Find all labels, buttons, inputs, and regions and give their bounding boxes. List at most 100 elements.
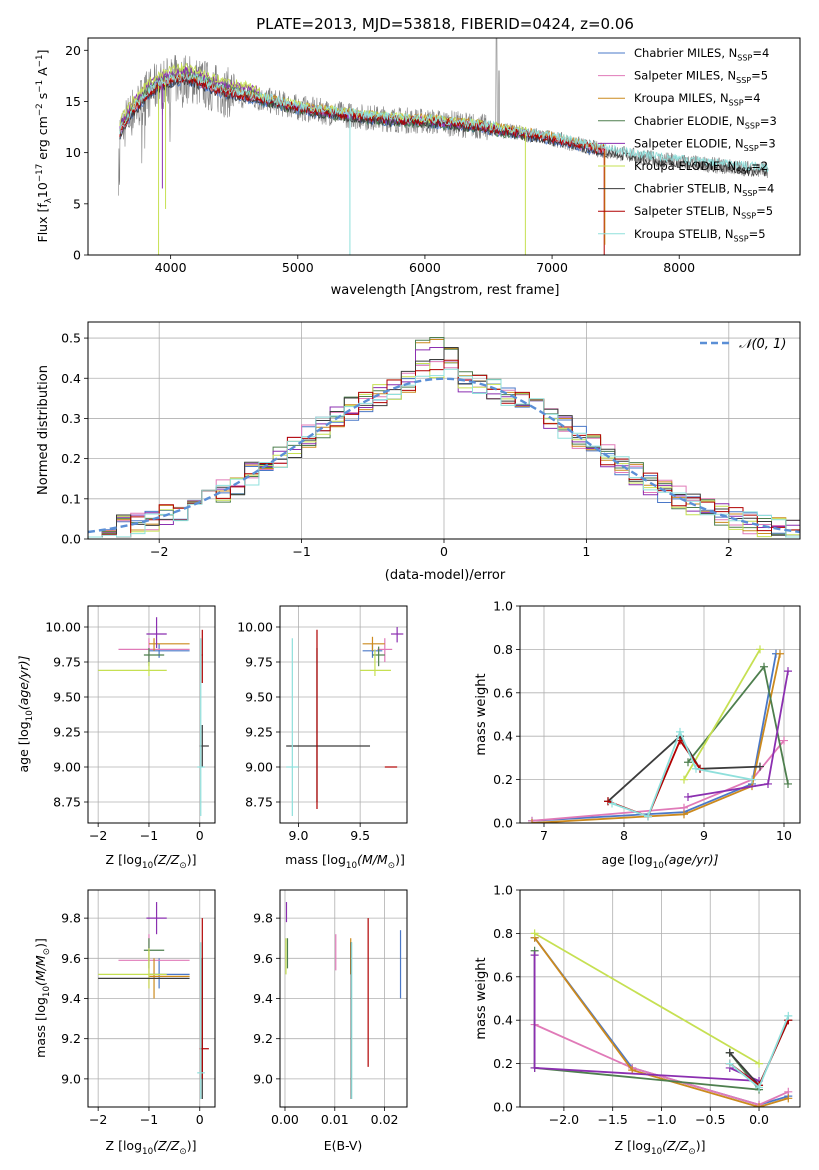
label-part: SSP: [744, 144, 759, 153]
legend-label-chabrier-miles: Chabrier MILES, NSSP=4: [634, 46, 769, 62]
errorbar-salpeter-miles: [377, 638, 393, 662]
ticks: 4000 5000 6000 7000 8000 0 5 10 15 20: [65, 43, 695, 275]
model-spectrum-kroupa-stelib: [119, 72, 769, 173]
label-part: ⊙: [688, 1147, 695, 1157]
gridlines: [280, 890, 407, 1107]
ticks: −2.0 −1.5 −1.0 −0.5 0.0 0.0 0.2 0.4 0.6 0.8 1.0: [493, 883, 769, 1128]
model-spectrum-chabrier-stelib: [119, 76, 769, 177]
y-axis-label: mass weight: [474, 673, 489, 755]
label-part: (age/yr)]: [664, 852, 719, 867]
x-tick-label: 7000: [536, 260, 568, 275]
y-tick-label: 0.3: [61, 411, 81, 426]
model-spectrum-salpeter-elodie: [119, 66, 527, 137]
panel-mass-weight-vs-age: 7 8 9 10 0.0 0.2 0.4 0.6 0.8 1.0 mass weight age [l…: [474, 599, 801, 871]
y-tick-label: 0.4: [61, 371, 81, 386]
errorbar-kroupa-miles: [362, 636, 385, 651]
label-part: =5: [749, 227, 766, 241]
label-part: SSP: [741, 212, 756, 221]
series-marker: [530, 1063, 539, 1072]
ticks: −2 −1 0 8.75 9.00 9.25 9.50 9.75 10.00: [45, 620, 204, 844]
y-tick-label: 8.75: [53, 795, 81, 810]
series-line: [533, 937, 789, 1107]
y-tick-label: 5: [73, 196, 81, 211]
plot-area: [286, 627, 404, 816]
y-tick-label: 8.75: [245, 795, 273, 810]
label-part: Z [log: [106, 1138, 142, 1153]
label-part: age [log: [601, 852, 652, 867]
label-part: 10: [142, 1147, 153, 1157]
x-axis-label: age [log10(age/yr)]: [601, 852, 718, 871]
y-tick-label: 9.75: [53, 655, 81, 670]
y-tick-label: 9.4: [61, 991, 81, 1006]
y-tick-label: 0.8: [493, 642, 513, 657]
x-tick-label: 10: [776, 828, 792, 843]
gridlines: [520, 605, 800, 824]
panel-spectrum: 4000 5000 6000 7000 8000 0 5 10 15 20 wavelength […: [35, 37, 801, 298]
series-salpeter-miles: [528, 736, 788, 823]
series-marker: [692, 764, 700, 773]
model-spectrum-kroupa-elodie: [119, 62, 527, 135]
plot-area: [98, 902, 209, 1099]
y-tick-label: 9.50: [245, 690, 273, 705]
label-part: SSP: [736, 76, 751, 85]
label-part: SSP: [742, 189, 757, 198]
series-marker: [784, 1011, 793, 1020]
axes-frame: [279, 605, 408, 824]
y-tick-label: 0.8: [493, 926, 513, 941]
series-line: [683, 648, 761, 781]
errorbar-salpeter-elodie: [390, 627, 404, 643]
y-tick-label: 0.2: [61, 451, 81, 466]
y-tick-label: 0.0: [493, 816, 513, 831]
series-kroupa-stelib: [725, 1011, 793, 1092]
series-marker: [644, 812, 652, 821]
errorbar-chabrier-miles: [148, 643, 190, 658]
plot-area: [285, 902, 402, 1099]
panel-mass-vs-EBV: 0.00 0.01 0.02 9.0 9.2 9.4 9.6 9.8 E(B-V): [253, 889, 408, 1153]
series-marker: [676, 727, 684, 736]
legend-label-kroupa-elodie: Kroupa ELODIE, NSSP=2: [634, 159, 768, 175]
x-tick-label: 0.02: [371, 1112, 399, 1127]
label-part: ]: [35, 50, 50, 55]
label-part: erg cm: [35, 116, 50, 164]
series-line: [531, 739, 785, 822]
series-kroupa-elodie: [680, 645, 764, 784]
label-part: Flux [f: [35, 203, 50, 243]
y-tick-label: 9.6: [61, 951, 81, 966]
x-tick-label: 8000: [663, 260, 695, 275]
label-part: (age/yr)]: [16, 655, 31, 710]
x-tick-label: −1.5: [598, 1112, 628, 1127]
label-part: SSP: [736, 166, 751, 175]
series-marker: [680, 775, 688, 784]
series-line: [534, 932, 760, 1065]
x-tick-label: −2: [150, 544, 168, 559]
ticks: 0.00 0.01 0.02 9.0 9.2 9.4 9.6 9.8: [253, 911, 398, 1127]
x-tick-label: 9.5: [350, 828, 370, 843]
label-part: (Z/Z: [662, 1138, 689, 1153]
x-tick-label: −0.5: [695, 1112, 725, 1127]
label-part: Chabrier STELIB, N: [634, 182, 742, 196]
y-tick-label: 9.6: [253, 951, 273, 966]
y-tick-label: 20: [65, 43, 81, 58]
x-tick-label: 0.00: [271, 1112, 299, 1127]
label-part: A: [35, 67, 50, 80]
y-tick-label: 0.2: [493, 1056, 513, 1071]
y-axis-label: mass weight: [474, 957, 489, 1039]
series-line: [607, 734, 761, 802]
y-axis-label: Normed distribution: [36, 365, 51, 495]
x-tick-label: −2: [89, 1112, 107, 1127]
errorbar-salpeter-elodie: [146, 902, 167, 935]
series-marker: [680, 810, 688, 819]
label-part: Salpeter STELIB, N: [634, 204, 741, 218]
label-part: Kroupa ELODIE, N: [634, 159, 736, 173]
series-marker: [684, 758, 692, 767]
label-part: SSP: [737, 53, 752, 62]
series-salpeter-elodie: [530, 951, 764, 1085]
y-tick-label: 9.2: [61, 1031, 81, 1046]
label-part: λ: [44, 198, 54, 203]
axes-frame: [87, 37, 801, 256]
panel-residuals: −2 −1 0 1 2 0.0 0.1 0.2 0.3 0.4 0.5 𝒩(0, 1) (data-mo…: [36, 321, 801, 583]
y-tick-label: 0.4: [493, 729, 513, 744]
x-tick-label: 0.01: [321, 1112, 349, 1127]
x-axis-label: wavelength [Angstrom, rest frame]: [331, 283, 560, 298]
plot-area: [88, 337, 800, 538]
